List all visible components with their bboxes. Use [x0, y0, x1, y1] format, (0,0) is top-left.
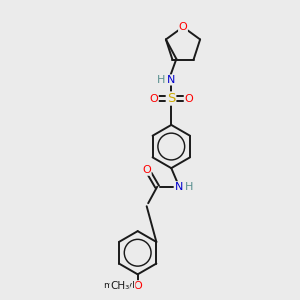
- Text: methyl: methyl: [103, 281, 135, 290]
- Text: N: N: [167, 75, 176, 85]
- Text: O: O: [184, 94, 193, 103]
- Text: O: O: [142, 165, 151, 175]
- Text: N: N: [175, 182, 183, 192]
- Text: O: O: [149, 94, 158, 103]
- Text: S: S: [167, 92, 176, 105]
- Text: O: O: [133, 281, 142, 291]
- Text: H: H: [157, 75, 166, 85]
- Text: O: O: [178, 22, 188, 32]
- Text: CH₃: CH₃: [110, 281, 129, 291]
- Text: H: H: [185, 182, 194, 192]
